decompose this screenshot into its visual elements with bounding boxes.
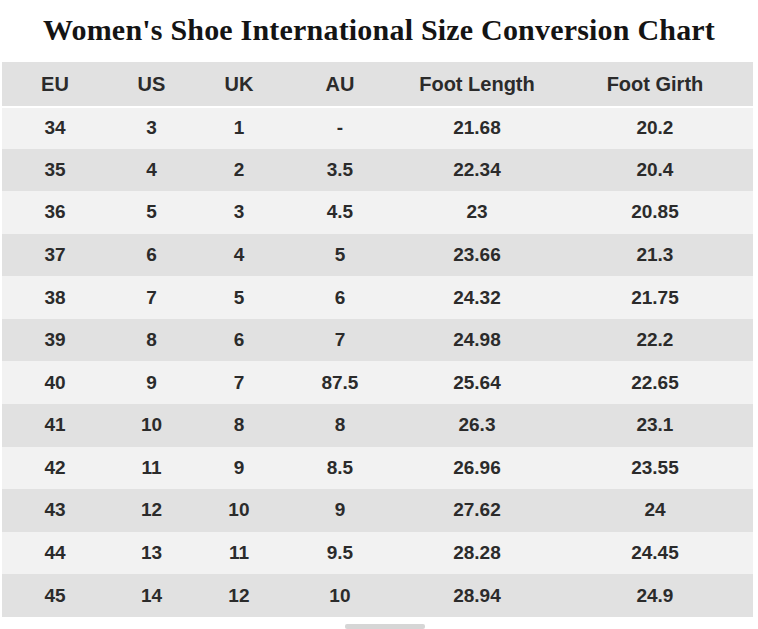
table-cell: 39 bbox=[2, 329, 108, 351]
table-cell: 9 bbox=[108, 372, 195, 394]
table-cell: 28.28 bbox=[397, 542, 557, 564]
table-cell: 26.3 bbox=[397, 414, 557, 436]
table-cell: 20.85 bbox=[557, 201, 753, 223]
table-cell: 20.4 bbox=[557, 159, 753, 181]
table-cell: 24.98 bbox=[397, 329, 557, 351]
table-cell: 10 bbox=[195, 499, 283, 521]
table-cell: 24.45 bbox=[557, 542, 753, 564]
table-header-row: EUUSUKAUFoot LengthFoot Girth bbox=[2, 62, 753, 106]
table-cell: 44 bbox=[2, 542, 108, 564]
table-cell: 22.65 bbox=[557, 372, 753, 394]
table-cell: 21.68 bbox=[397, 117, 557, 139]
table-cell: 21.3 bbox=[557, 244, 753, 266]
table-cell: 13 bbox=[108, 542, 195, 564]
table-cell: - bbox=[283, 117, 397, 139]
table-cell: 5 bbox=[195, 287, 283, 309]
table-row: 3764523.6621.3 bbox=[2, 234, 753, 277]
table-row: 41108826.323.1 bbox=[2, 404, 753, 447]
table-cell: 23.55 bbox=[557, 457, 753, 479]
table-cell: 6 bbox=[195, 329, 283, 351]
title-block: Women's Shoe International Size Conversi… bbox=[0, 0, 758, 62]
table-row: 421198.526.9623.55 bbox=[2, 447, 753, 490]
table-cell: 23 bbox=[397, 201, 557, 223]
table-body: 3431-21.6820.235423.522.3420.436534.5232… bbox=[2, 106, 753, 617]
column-header: Foot Girth bbox=[557, 73, 753, 96]
table-cell: 8 bbox=[108, 329, 195, 351]
table-cell: 6 bbox=[283, 287, 397, 309]
table-row: 3875624.3221.75 bbox=[2, 276, 753, 319]
table-cell: 37 bbox=[2, 244, 108, 266]
table-cell: 7 bbox=[283, 329, 397, 351]
table-cell: 4 bbox=[108, 159, 195, 181]
table-cell: 8.5 bbox=[283, 457, 397, 479]
table-cell: 3.5 bbox=[283, 159, 397, 181]
table-cell: 34 bbox=[2, 117, 108, 139]
table-cell: 6 bbox=[108, 244, 195, 266]
table-row: 4413119.528.2824.45 bbox=[2, 532, 753, 575]
size-conversion-table: EUUSUKAUFoot LengthFoot Girth 3431-21.68… bbox=[2, 62, 753, 617]
table-cell: 23.66 bbox=[397, 244, 557, 266]
table-cell: 20.2 bbox=[557, 117, 753, 139]
table-cell: 27.62 bbox=[397, 499, 557, 521]
table-row: 431210927.6224 bbox=[2, 489, 753, 532]
table-cell: 87.5 bbox=[283, 372, 397, 394]
table-cell: 25.64 bbox=[397, 372, 557, 394]
chart-title: Women's Shoe International Size Conversi… bbox=[0, 11, 758, 49]
size-chart-page: Women's Shoe International Size Conversi… bbox=[0, 0, 758, 629]
table-row: 409787.525.6422.65 bbox=[2, 361, 753, 404]
table-cell: 24.32 bbox=[397, 287, 557, 309]
column-header: EU bbox=[2, 73, 108, 96]
table-cell: 8 bbox=[283, 414, 397, 436]
column-header: UK bbox=[195, 73, 283, 96]
table-cell: 3 bbox=[108, 117, 195, 139]
table-cell: 11 bbox=[108, 457, 195, 479]
table-row: 3431-21.6820.2 bbox=[2, 106, 753, 149]
table-cell: 41 bbox=[2, 414, 108, 436]
table-cell: 4 bbox=[195, 244, 283, 266]
table-cell: 12 bbox=[195, 585, 283, 607]
table-cell: 8 bbox=[195, 414, 283, 436]
table-cell: 5 bbox=[283, 244, 397, 266]
bottom-edge-mark bbox=[345, 624, 425, 629]
table-cell: 22.2 bbox=[557, 329, 753, 351]
table-cell: 45 bbox=[2, 585, 108, 607]
table-cell: 43 bbox=[2, 499, 108, 521]
table-cell: 11 bbox=[195, 542, 283, 564]
table-cell: 3 bbox=[195, 201, 283, 223]
table-cell: 40 bbox=[2, 372, 108, 394]
table-cell: 24.9 bbox=[557, 585, 753, 607]
column-header: US bbox=[108, 73, 195, 96]
table-cell: 10 bbox=[283, 585, 397, 607]
table-cell: 36 bbox=[2, 201, 108, 223]
column-header: AU bbox=[283, 73, 397, 96]
table-cell: 7 bbox=[108, 287, 195, 309]
table-cell: 38 bbox=[2, 287, 108, 309]
table-row: 4514121028.9424.9 bbox=[2, 574, 753, 617]
table-cell: 9 bbox=[195, 457, 283, 479]
table-cell: 26.96 bbox=[397, 457, 557, 479]
table-cell: 2 bbox=[195, 159, 283, 181]
table-row: 36534.52320.85 bbox=[2, 191, 753, 234]
table-cell: 1 bbox=[195, 117, 283, 139]
table-cell: 14 bbox=[108, 585, 195, 607]
table-cell: 9 bbox=[283, 499, 397, 521]
table-cell: 23.1 bbox=[557, 414, 753, 436]
table-cell: 21.75 bbox=[557, 287, 753, 309]
table-cell: 22.34 bbox=[397, 159, 557, 181]
table-cell: 5 bbox=[108, 201, 195, 223]
table-cell: 42 bbox=[2, 457, 108, 479]
table-cell: 35 bbox=[2, 159, 108, 181]
table-cell: 4.5 bbox=[283, 201, 397, 223]
table-cell: 10 bbox=[108, 414, 195, 436]
column-header: Foot Length bbox=[397, 73, 557, 96]
table-cell: 24 bbox=[557, 499, 753, 521]
table-cell: 28.94 bbox=[397, 585, 557, 607]
table-cell: 12 bbox=[108, 499, 195, 521]
table-cell: 7 bbox=[195, 372, 283, 394]
table-row: 35423.522.3420.4 bbox=[2, 149, 753, 192]
table-row: 3986724.9822.2 bbox=[2, 319, 753, 362]
table-cell: 9.5 bbox=[283, 542, 397, 564]
